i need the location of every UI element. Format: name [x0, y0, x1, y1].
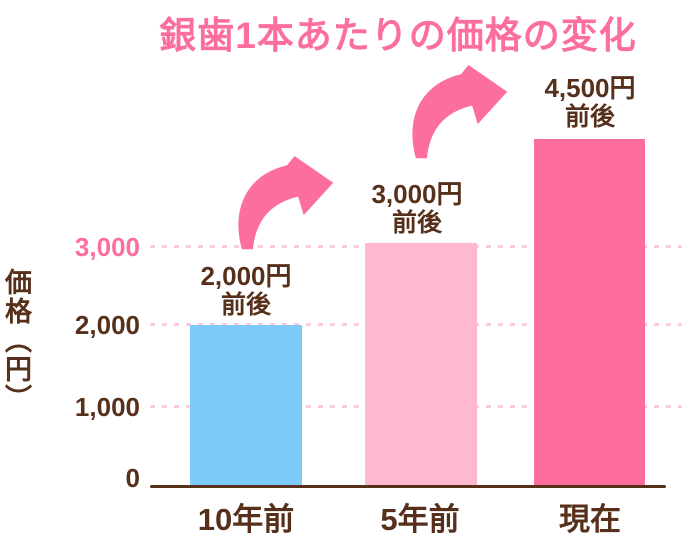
bar-value-approx: 前後: [220, 291, 271, 320]
y-tick-2000: 2,000: [74, 310, 140, 340]
y-tick-3000: 3,000: [74, 232, 140, 262]
bar-now: [534, 139, 645, 486]
chart-title: 銀歯1本あたりの価格の変化: [159, 15, 637, 56]
bar-value-amount: 2,000円: [200, 261, 292, 291]
y-tick-1000: 1,000: [74, 392, 140, 422]
increase-arrow-icon: [228, 148, 348, 260]
x-category-10-years-ago: 10年前: [197, 502, 295, 537]
increase-arrow-icon: [402, 57, 522, 169]
bar-value-label: 4,500円 前後: [490, 73, 684, 132]
bar-value-amount: 4,500円: [544, 73, 636, 103]
bar-5-years-ago: [365, 243, 477, 486]
bar-value-label: 2,000円 前後: [146, 261, 346, 320]
bar-10-years-ago: [190, 325, 302, 486]
x-axis-line: [150, 485, 666, 488]
x-category-5-years-ago: 5年前: [380, 502, 460, 537]
y-axis-label: 価格（円）: [1, 268, 31, 413]
y-tick-0: 0: [125, 463, 140, 493]
bar-value-approx: 前後: [564, 103, 615, 132]
bar-value-amount: 3,000円: [371, 179, 463, 209]
bar-value-label: 3,000円 前後: [317, 179, 517, 238]
x-category-now: 現在: [559, 502, 621, 537]
bar-value-approx: 前後: [391, 209, 442, 238]
